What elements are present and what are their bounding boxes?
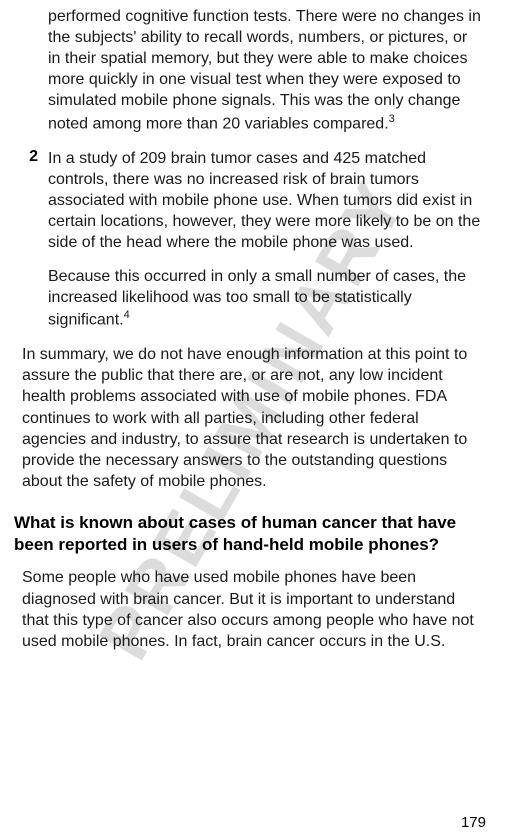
- list-number-empty: [22, 6, 48, 134]
- item1-text: performed cognitive function tests. Ther…: [48, 8, 481, 132]
- item2-sup: 4: [124, 309, 130, 321]
- section-heading: What is known about cases of human cance…: [14, 512, 484, 556]
- item2-p2: Because this occurred in only a small nu…: [48, 268, 466, 329]
- list-item-1-continued: performed cognitive function tests. Ther…: [22, 6, 484, 134]
- list-number-2: 2: [22, 148, 48, 330]
- list-body-1: performed cognitive function tests. Ther…: [48, 6, 484, 134]
- page-number: 179: [461, 814, 486, 831]
- list-item-2: 2 In a study of 209 brain tumor cases an…: [22, 148, 484, 330]
- summary-paragraph: In summary, we do not have enough inform…: [22, 344, 484, 492]
- list-body-2: In a study of 209 brain tumor cases and …: [48, 148, 484, 330]
- body-paragraph: Some people who have used mobile phones …: [22, 567, 484, 651]
- item2-p1: In a study of 209 brain tumor cases and …: [48, 148, 484, 254]
- page-content: performed cognitive function tests. Ther…: [0, 0, 506, 652]
- item1-sup: 3: [389, 113, 395, 125]
